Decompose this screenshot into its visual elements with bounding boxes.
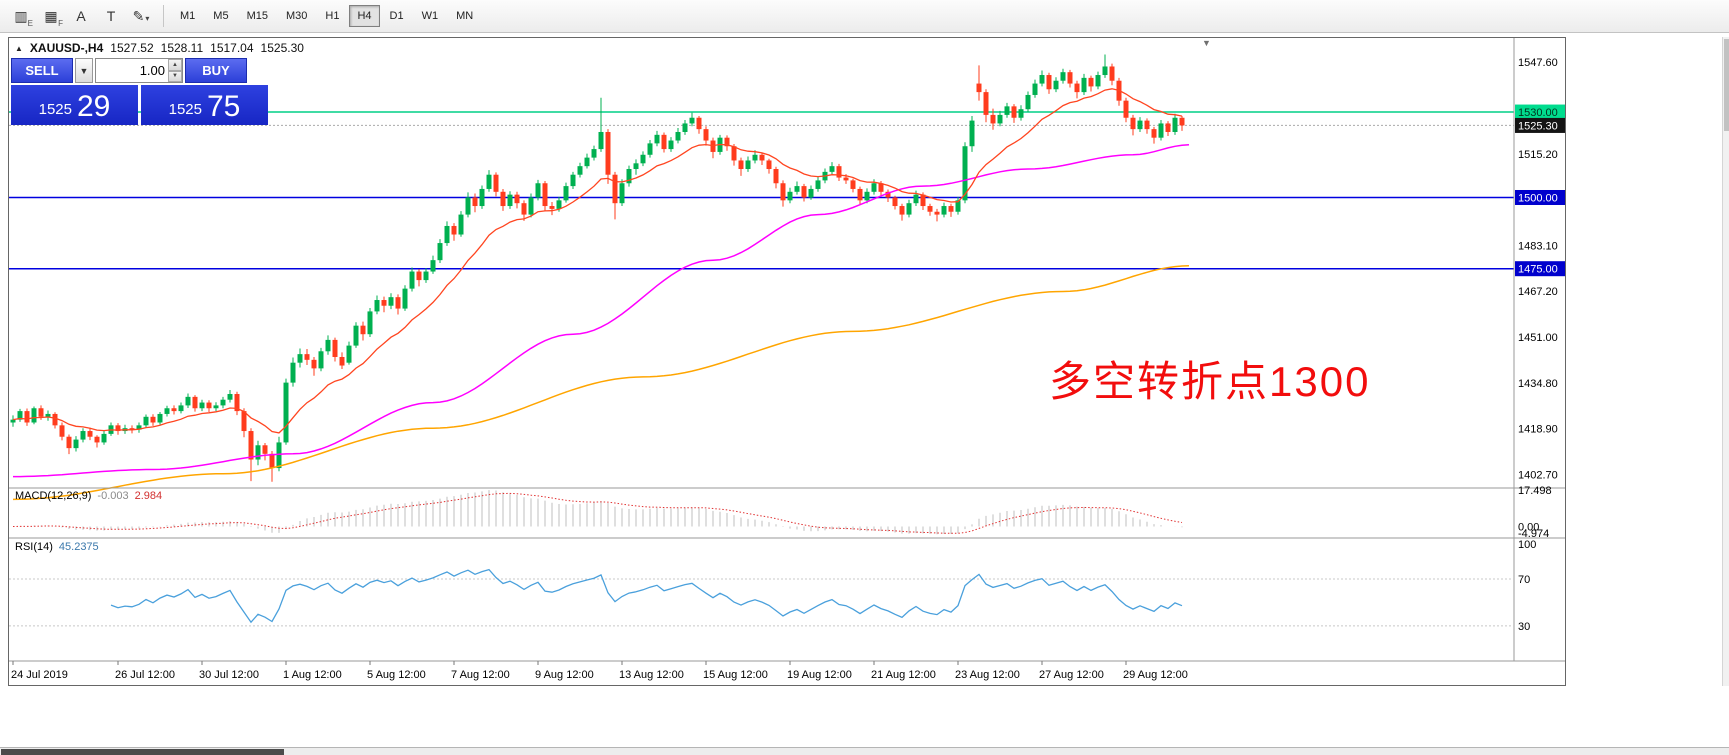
symbol-marker-icon: ▲ — [15, 43, 23, 53]
svg-text:1418.90: 1418.90 — [1518, 423, 1558, 435]
sell-price-box[interactable]: 1525 29 — [11, 85, 138, 125]
sell-price-main: 1525 — [38, 101, 72, 118]
svg-text:19 Aug 12:00: 19 Aug 12:00 — [787, 669, 852, 681]
svg-text:1525.30: 1525.30 — [1518, 120, 1558, 132]
svg-text:1467.20: 1467.20 — [1518, 286, 1558, 298]
svg-text:100: 100 — [1518, 539, 1536, 551]
timeframe-buttons-group: M1 M5 M15 M30 H1 H4 D1 W1 MN — [171, 5, 482, 27]
svg-text:1530.00: 1530.00 — [1518, 107, 1558, 119]
open-value: 1527.52 — [110, 41, 154, 55]
buy-price-main: 1525 — [168, 101, 202, 118]
timeframe-m30-button[interactable]: M30 — [278, 5, 315, 27]
svg-text:13 Aug 12:00: 13 Aug 12:00 — [619, 669, 684, 681]
macd-name: MACD(12,26,9) — [15, 490, 92, 502]
chart-type-icon[interactable]: ▥ E — [7, 4, 35, 29]
volume-decrease-button[interactable]: ▼ — [168, 70, 182, 82]
rsi-label: RSI(14) 45.2375 — [15, 541, 99, 553]
chart-shift-marker-icon[interactable]: ▼ — [1202, 38, 1211, 48]
svg-text:7 Aug 12:00: 7 Aug 12:00 — [451, 669, 510, 681]
font-icon[interactable]: A — [67, 4, 95, 28]
toolbar: ▥ E ▦ F A T ✎▾ M1 M5 M15 M30 H1 H4 D1 W1 MN — [0, 0, 1729, 33]
svg-text:1402.70: 1402.70 — [1518, 470, 1558, 482]
svg-text:9 Aug 12:00: 9 Aug 12:00 — [535, 669, 594, 681]
volume-input[interactable] — [96, 59, 168, 82]
rsi-name: RSI(14) — [15, 541, 53, 553]
chart-window: 1547.60 1515.20 1483.10 1467.20 1451.00 1434.… — [8, 37, 1566, 686]
vertical-scrollbar-thumb[interactable] — [1724, 39, 1729, 131]
macd-signal-value: 2.984 — [134, 490, 163, 502]
timeframe-h4-button[interactable]: H4 — [349, 5, 380, 27]
text-label-icon[interactable]: T — [97, 4, 125, 28]
svg-text:70: 70 — [1518, 574, 1530, 586]
drawing-tools-group: ▥ E ▦ F A T ✎▾ — [6, 4, 156, 29]
grid-icon[interactable]: ▦ F — [37, 4, 65, 29]
svg-text:26 Jul 12:00: 26 Jul 12:00 — [115, 669, 175, 681]
chart-annotation-text: 多空转折点1300 — [1049, 358, 1371, 405]
timeframe-m5-button[interactable]: M5 — [205, 5, 236, 27]
svg-text:30 Jul 12:00: 30 Jul 12:00 — [199, 669, 259, 681]
svg-text:21 Aug 12:00: 21 Aug 12:00 — [871, 669, 936, 681]
toolbar-separator — [163, 5, 164, 27]
buy-price-box[interactable]: 1525 75 — [141, 85, 268, 125]
timeframe-h1-button[interactable]: H1 — [317, 5, 347, 27]
svg-text:5 Aug 12:00: 5 Aug 12:00 — [367, 669, 426, 681]
price-chart-canvas[interactable]: 1547.60 1515.20 1483.10 1467.20 1451.00 1434.… — [9, 38, 1565, 685]
high-value: 1528.11 — [160, 41, 204, 55]
svg-text:0.00: 0.00 — [1518, 522, 1539, 534]
timeframe-mn-button[interactable]: MN — [448, 5, 481, 27]
volume-increase-button[interactable]: ▲ — [168, 59, 182, 71]
svg-text:1434.80: 1434.80 — [1518, 378, 1558, 390]
timeframe-m1-button[interactable]: M1 — [172, 5, 203, 27]
svg-text:15 Aug 12:00: 15 Aug 12:00 — [703, 669, 768, 681]
svg-text:23 Aug 12:00: 23 Aug 12:00 — [955, 669, 1020, 681]
buy-button[interactable]: BUY — [185, 58, 247, 83]
horizontal-scrollbar-thumb[interactable] — [1, 749, 284, 755]
sell-price-pips: 29 — [77, 90, 111, 123]
svg-text:1500.00: 1500.00 — [1518, 192, 1558, 204]
close-value: 1525.30 — [260, 41, 304, 55]
svg-text:1 Aug 12:00: 1 Aug 12:00 — [283, 669, 342, 681]
low-value: 1517.04 — [210, 41, 254, 55]
horizontal-scrollbar[interactable] — [0, 747, 1729, 755]
macd-label: MACD(12,26,9) -0.003 2.984 — [15, 490, 162, 502]
svg-text:17.498: 17.498 — [1518, 485, 1552, 497]
sell-button[interactable]: SELL — [11, 58, 73, 83]
macd-value: -0.003 — [97, 490, 129, 502]
symbol-period-label: XAUUSD-,H4 — [29, 41, 104, 55]
svg-text:1483.10: 1483.10 — [1518, 241, 1558, 253]
svg-text:1475.00: 1475.00 — [1518, 264, 1558, 276]
svg-text:1547.60: 1547.60 — [1518, 57, 1558, 69]
chart-ohlc-header: ▲ XAUUSD-,H4 1527.52 1528.11 1517.04 152… — [15, 41, 304, 55]
volume-field: ▲ ▼ — [95, 58, 183, 83]
svg-text:30: 30 — [1518, 621, 1530, 633]
timeframe-d1-button[interactable]: D1 — [382, 5, 412, 27]
draw-tools-icon[interactable]: ✎▾ — [127, 4, 155, 28]
buy-price-pips: 75 — [207, 90, 241, 123]
chevron-down-icon: ▼ — [79, 65, 89, 76]
svg-text:27 Aug 12:00: 27 Aug 12:00 — [1039, 669, 1104, 681]
timeframe-w1-button[interactable]: W1 — [414, 5, 447, 27]
svg-text:-4.974: -4.974 — [1518, 528, 1549, 540]
rsi-value: 45.2375 — [58, 541, 99, 553]
svg-text:1451.00: 1451.00 — [1518, 332, 1558, 344]
svg-text:1515.20: 1515.20 — [1518, 149, 1558, 161]
vertical-scrollbar[interactable] — [1722, 37, 1729, 686]
timeframe-m15-button[interactable]: M15 — [239, 5, 276, 27]
svg-text:24 Jul 2019: 24 Jul 2019 — [11, 669, 68, 681]
trade-options-dropdown[interactable]: ▼ — [75, 58, 93, 83]
one-click-trading-panel: SELL ▼ ▲ ▼ BUY 1525 29 1525 — [11, 58, 271, 125]
svg-text:29 Aug 12:00: 29 Aug 12:00 — [1123, 669, 1188, 681]
